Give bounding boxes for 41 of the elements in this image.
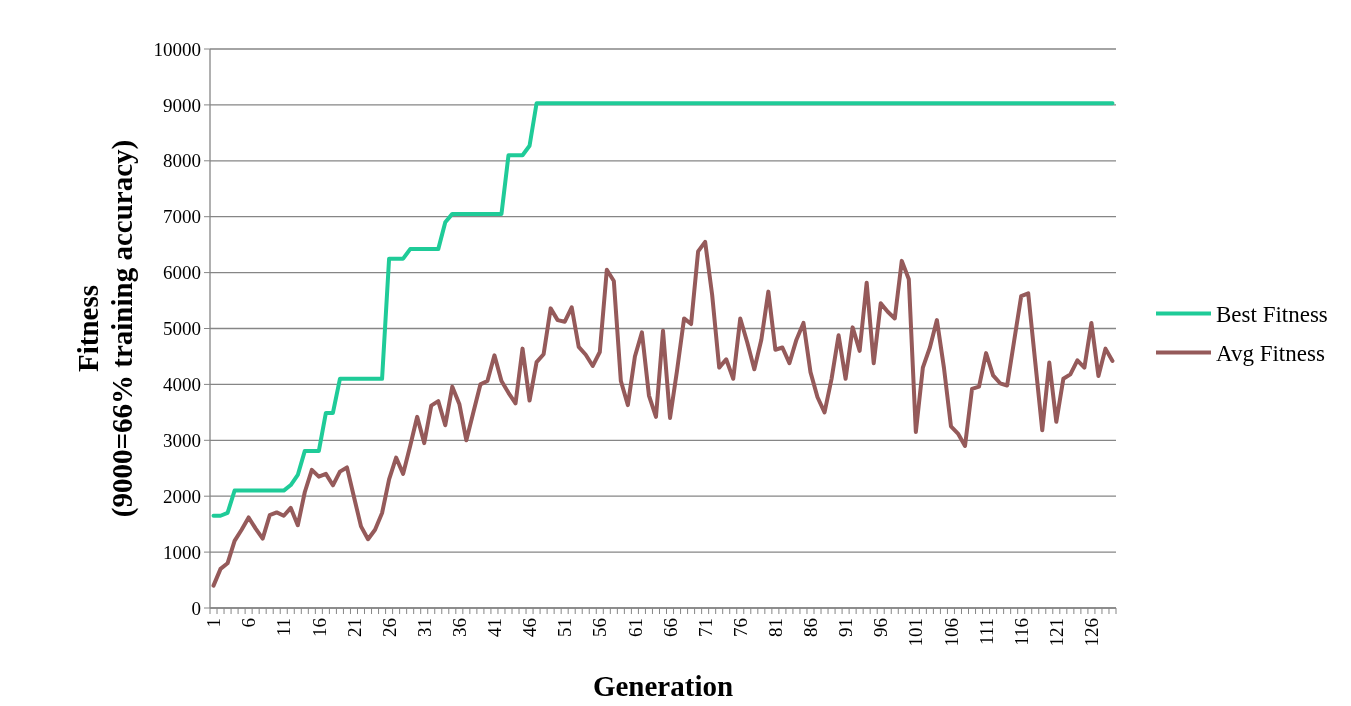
x-tick-label: 46 bbox=[519, 618, 541, 637]
y-tick-label: 10000 bbox=[153, 38, 201, 60]
x-tick-label: 76 bbox=[729, 618, 751, 637]
x-axis-title: Generation bbox=[592, 670, 734, 702]
x-tick-label: 66 bbox=[659, 618, 681, 637]
y-tick-label: 3000 bbox=[163, 429, 201, 451]
legend-label: Avg Fitness bbox=[1216, 340, 1325, 366]
x-tick-label: 101 bbox=[905, 618, 927, 647]
x-tick-label: 106 bbox=[940, 618, 962, 647]
x-tick-label: 6 bbox=[238, 618, 260, 628]
y-tick-label: 4000 bbox=[163, 374, 201, 396]
x-tick-label: 121 bbox=[1045, 618, 1067, 647]
x-tick-label: 51 bbox=[554, 618, 576, 637]
y-axis-title: Fitness (9000=66% training accuracy) bbox=[71, 139, 140, 518]
y-tick-label: 1000 bbox=[163, 541, 201, 563]
x-tick-label: 111 bbox=[975, 618, 997, 646]
legend-label: Best Fitness bbox=[1216, 301, 1328, 327]
x-tick-label: 21 bbox=[343, 618, 365, 637]
y-tick-label: 8000 bbox=[163, 150, 201, 172]
y-tick-label: 5000 bbox=[163, 318, 201, 340]
x-tick-label: 96 bbox=[870, 618, 892, 637]
y-tick-label: 6000 bbox=[163, 262, 201, 284]
x-tick-label: 71 bbox=[694, 618, 716, 637]
y-tick-label: 0 bbox=[191, 597, 201, 619]
x-tick-label: 116 bbox=[1010, 618, 1032, 646]
x-tick-label: 1 bbox=[203, 618, 225, 628]
y-tick-label: 2000 bbox=[163, 485, 201, 507]
x-tick-label: 126 bbox=[1081, 618, 1103, 647]
x-tick-label: 56 bbox=[589, 618, 611, 637]
x-tick-label: 41 bbox=[484, 618, 506, 637]
x-tick-label: 26 bbox=[378, 618, 400, 637]
x-tick-label: 16 bbox=[308, 618, 330, 637]
x-tick-label: 61 bbox=[624, 618, 646, 637]
x-tick-label: 11 bbox=[273, 618, 295, 637]
x-tick-label: 31 bbox=[413, 618, 435, 637]
y-tick-label: 9000 bbox=[163, 94, 201, 116]
x-tick-label: 36 bbox=[448, 618, 470, 637]
x-tick-label: 91 bbox=[835, 618, 857, 637]
x-tick-label: 81 bbox=[765, 618, 787, 637]
y-tick-label: 7000 bbox=[163, 206, 201, 228]
x-tick-label: 86 bbox=[800, 618, 822, 637]
